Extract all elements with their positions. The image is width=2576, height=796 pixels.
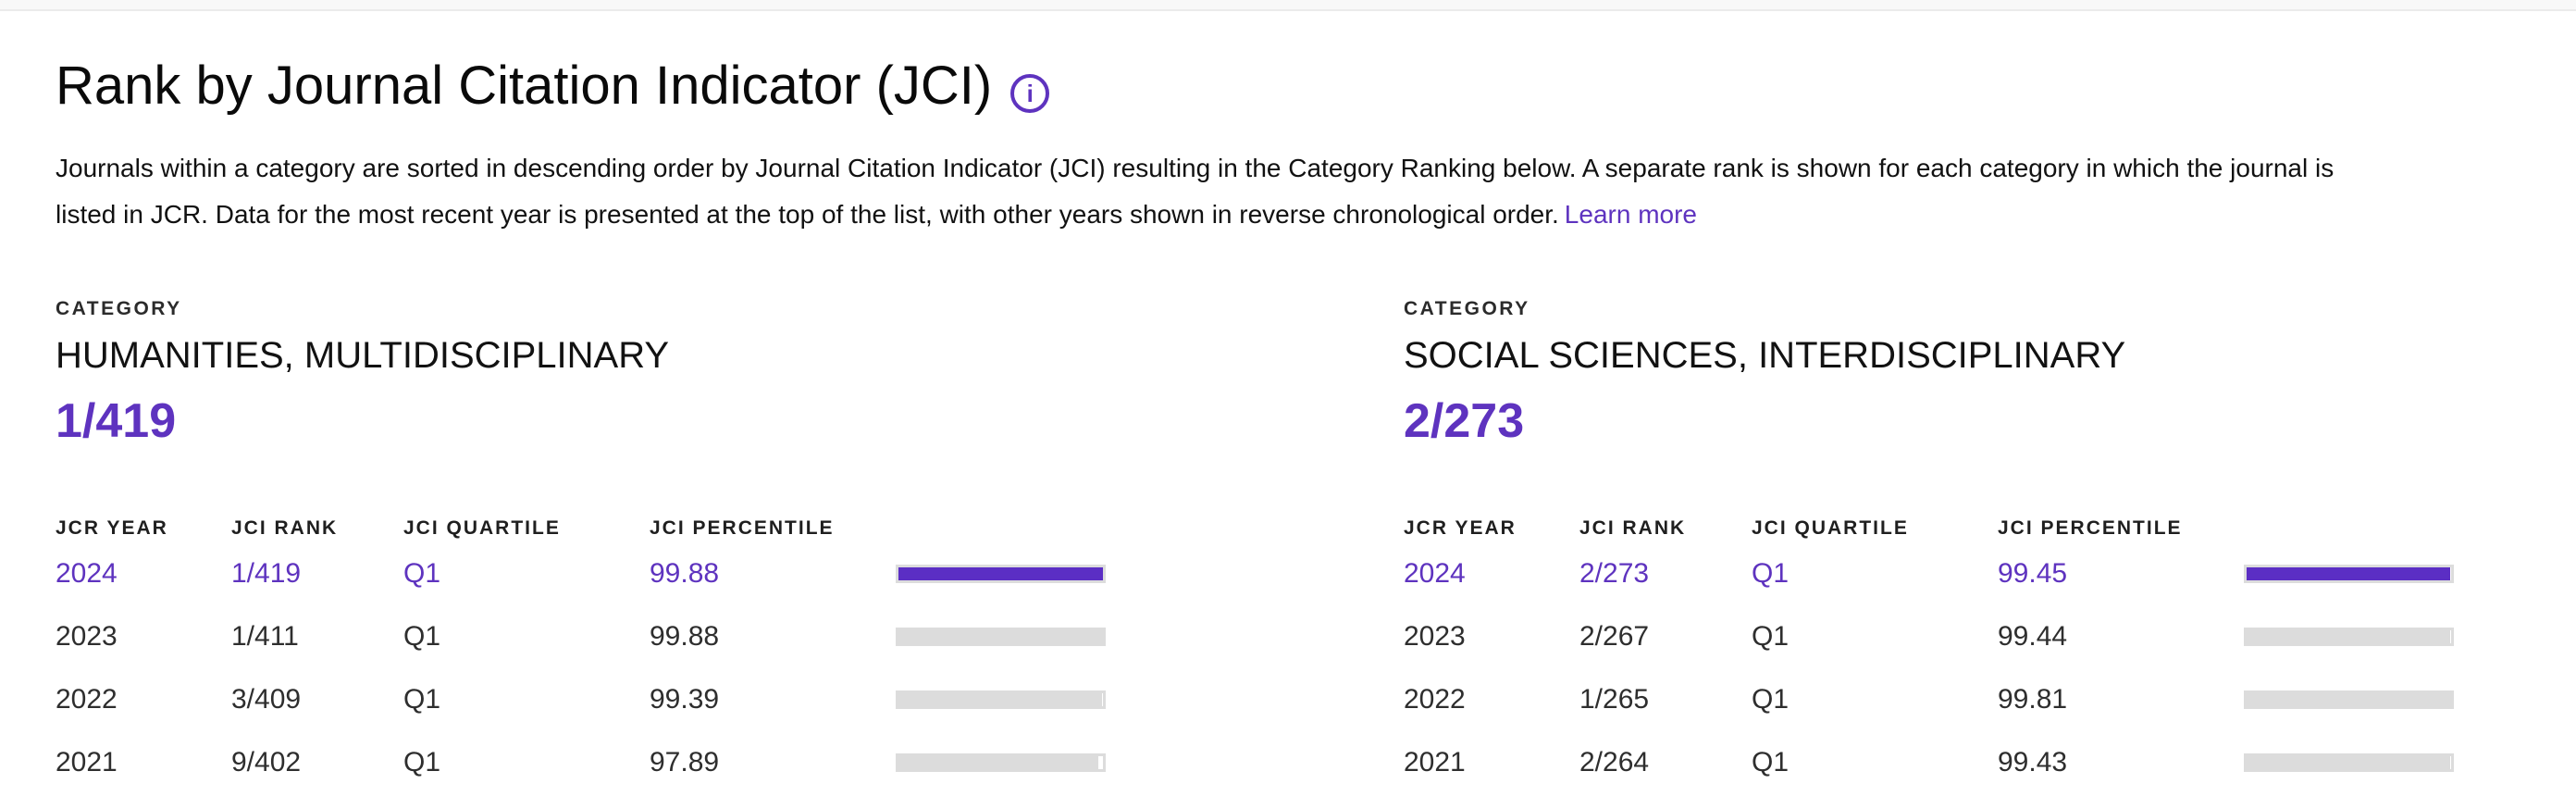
jci-rank-value: 2/273 bbox=[1579, 558, 1650, 590]
category-label: CATEGORY bbox=[1404, 297, 1530, 319]
table-row: 2024 2/273 Q1 99.45 bbox=[1404, 542, 2454, 605]
info-icon-glyph: i bbox=[1026, 80, 1034, 108]
column-header-jci-quartile: JCI QUARTILE bbox=[403, 517, 561, 540]
jcr-year-value: 2023 bbox=[56, 621, 118, 653]
jci-quartile-value: Q1 bbox=[403, 684, 441, 715]
jci-quartile-value: Q1 bbox=[403, 747, 441, 778]
jcr-year-value: 2024 bbox=[1404, 558, 1466, 590]
percentile-bar-track bbox=[896, 690, 1106, 710]
jci-rank-value: 1/265 bbox=[1579, 684, 1650, 715]
category-name: SOCIAL SCIENCES, INTERDISCIPLINARY bbox=[1404, 334, 2126, 376]
percentile-bar-fill bbox=[2247, 693, 2451, 707]
column-header-jci-rank: JCI RANK bbox=[1579, 517, 1687, 540]
jci-quartile-value: Q1 bbox=[1752, 558, 1790, 590]
title-row: Rank by Journal Citation Indicator (JCI)… bbox=[56, 56, 2520, 118]
percentile-bar-track bbox=[2244, 628, 2454, 647]
top-strip bbox=[0, 0, 2576, 11]
info-icon[interactable]: i bbox=[1010, 74, 1050, 114]
jci-percentile-value: 99.88 bbox=[650, 558, 720, 590]
jci-rank-section: Rank by Journal Citation Indicator (JCI)… bbox=[0, 56, 2576, 794]
percentile-bar-fill bbox=[2247, 567, 2450, 581]
percentile-bar-fill bbox=[898, 630, 1103, 644]
description-line-2-text: listed in JCR. Data for the most recent … bbox=[56, 199, 1559, 229]
description-line-1: Journals within a category are sorted in… bbox=[56, 153, 2334, 182]
column-header-jci-quartile: JCI QUARTILE bbox=[1752, 517, 1909, 540]
table-row: 2021 2/264 Q1 99.43 bbox=[1404, 731, 2454, 794]
column-header-jcr-year: JCR YEAR bbox=[1404, 517, 1517, 540]
percentile-bar-track bbox=[896, 753, 1106, 773]
jci-rank-value: 2/264 bbox=[1579, 747, 1650, 778]
category-rank: 2/273 bbox=[1404, 393, 1525, 448]
column-header-jcr-year: JCR YEAR bbox=[56, 517, 168, 540]
jci-rank-value: 9/402 bbox=[231, 747, 302, 778]
table-row: 2022 1/265 Q1 99.81 bbox=[1404, 668, 2454, 731]
page-title: Rank by Journal Citation Indicator (JCI) bbox=[56, 56, 993, 116]
category-panels: CATEGORY HUMANITIES, MULTIDISCIPLINARY 1… bbox=[56, 297, 2520, 795]
table-row: 2024 1/419 Q1 99.88 bbox=[56, 542, 1106, 605]
jci-quartile-value: Q1 bbox=[403, 621, 441, 653]
percentile-bar-fill bbox=[898, 693, 1102, 707]
jci-rank-value: 1/411 bbox=[231, 621, 299, 653]
percentile-bar-fill bbox=[898, 756, 1099, 770]
table-header-row: JCR YEAR JCI RANK JCI QUARTILE JCI PERCE… bbox=[1404, 516, 2454, 541]
jcr-year-value: 2021 bbox=[56, 747, 118, 778]
jci-rank-value: 2/267 bbox=[1579, 621, 1650, 653]
jci-percentile-value: 99.81 bbox=[1998, 684, 2068, 715]
category-rank: 1/419 bbox=[56, 393, 177, 448]
jci-percentile-value: 99.44 bbox=[1998, 621, 2068, 653]
table-row: 2023 2/267 Q1 99.44 bbox=[1404, 605, 2454, 668]
table-header-row: JCR YEAR JCI RANK JCI QUARTILE JCI PERCE… bbox=[56, 516, 1106, 541]
category-panel-social-sciences: CATEGORY SOCIAL SCIENCES, INTERDISCIPLIN… bbox=[1404, 297, 2454, 795]
jci-percentile-value: 97.89 bbox=[650, 747, 720, 778]
table-body: 2024 2/273 Q1 99.45 2023 2/267 Q1 99.44 bbox=[1404, 542, 2454, 794]
jcr-year-value: 2024 bbox=[56, 558, 118, 590]
description: Journals within a category are sorted in… bbox=[56, 145, 2520, 238]
percentile-bar-track bbox=[896, 565, 1106, 584]
category-name: HUMANITIES, MULTIDISCIPLINARY bbox=[56, 334, 670, 376]
jci-rank-value: 3/409 bbox=[231, 684, 302, 715]
learn-more-link[interactable]: Learn more bbox=[1564, 199, 1697, 229]
column-header-jci-percentile: JCI PERCENTILE bbox=[1998, 517, 2183, 540]
jci-percentile-value: 99.45 bbox=[1998, 558, 2068, 590]
percentile-bar-track bbox=[2244, 565, 2454, 584]
column-header-jci-percentile: JCI PERCENTILE bbox=[650, 517, 835, 540]
jci-percentile-value: 99.88 bbox=[650, 621, 720, 653]
jcr-year-value: 2022 bbox=[1404, 684, 1466, 715]
percentile-bar-fill bbox=[898, 567, 1103, 581]
column-header-jci-rank: JCI RANK bbox=[231, 517, 339, 540]
jci-quartile-value: Q1 bbox=[1752, 747, 1790, 778]
jcr-year-value: 2021 bbox=[1404, 747, 1466, 778]
jci-quartile-value: Q1 bbox=[1752, 684, 1790, 715]
percentile-bar-track bbox=[2244, 690, 2454, 710]
table-body: 2024 1/419 Q1 99.88 2023 1/411 Q1 99.88 bbox=[56, 542, 1106, 794]
percentile-bar-fill bbox=[2247, 756, 2450, 770]
jcr-year-value: 2023 bbox=[1404, 621, 1466, 653]
jci-percentile-value: 99.43 bbox=[1998, 747, 2068, 778]
jci-rank-table: JCR YEAR JCI RANK JCI QUARTILE JCI PERCE… bbox=[1404, 516, 2454, 794]
table-row: 2023 1/411 Q1 99.88 bbox=[56, 605, 1106, 668]
category-label: CATEGORY bbox=[56, 297, 182, 319]
jci-rank-table: JCR YEAR JCI RANK JCI QUARTILE JCI PERCE… bbox=[56, 516, 1106, 794]
table-row: 2022 3/409 Q1 99.39 bbox=[56, 668, 1106, 731]
table-row: 2021 9/402 Q1 97.89 bbox=[56, 731, 1106, 794]
percentile-bar-fill bbox=[2247, 630, 2450, 644]
jci-quartile-value: Q1 bbox=[1752, 621, 1790, 653]
category-panel-humanities: CATEGORY HUMANITIES, MULTIDISCIPLINARY 1… bbox=[56, 297, 1106, 795]
description-line-2: listed in JCR. Data for the most recent … bbox=[56, 192, 2520, 238]
percentile-bar-track bbox=[2244, 753, 2454, 773]
jcr-year-value: 2022 bbox=[56, 684, 118, 715]
jci-quartile-value: Q1 bbox=[403, 558, 441, 590]
jci-rank-value: 1/419 bbox=[231, 558, 302, 590]
jci-percentile-value: 99.39 bbox=[650, 684, 720, 715]
percentile-bar-track bbox=[896, 628, 1106, 647]
